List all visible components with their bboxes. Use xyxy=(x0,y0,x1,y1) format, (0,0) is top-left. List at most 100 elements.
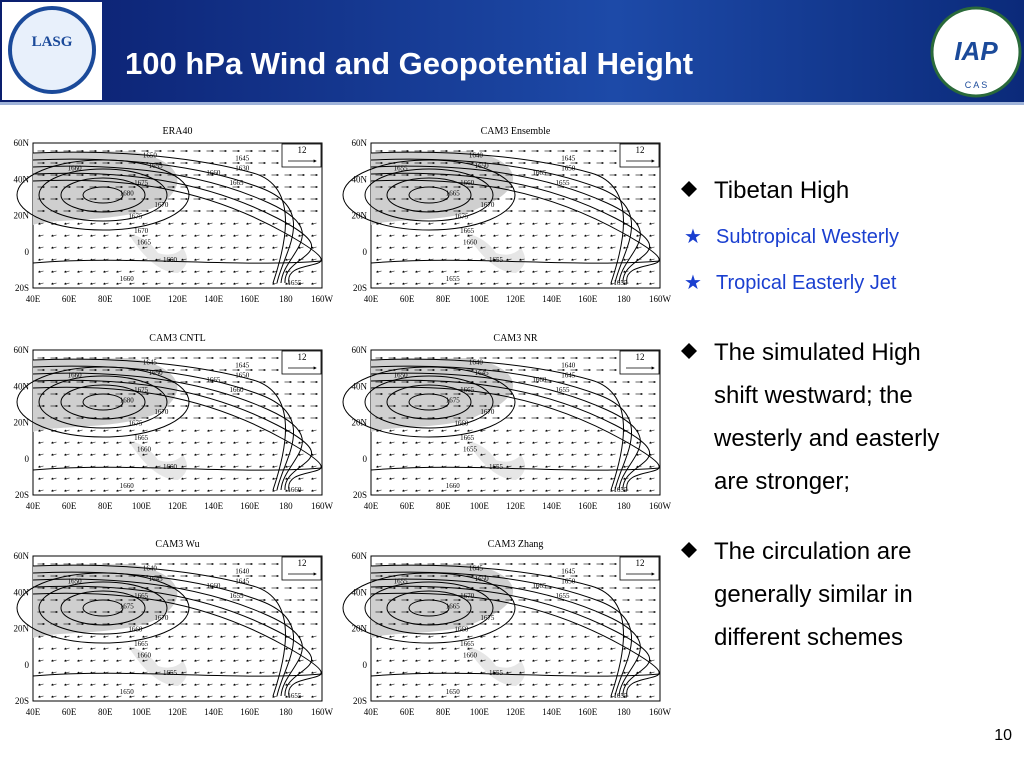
wind-arrow xyxy=(154,234,161,237)
contour-label: 1680 xyxy=(120,396,135,404)
wind-arrow xyxy=(583,465,590,468)
wind-arrow xyxy=(193,234,200,237)
wind-arrow xyxy=(557,635,564,638)
contour-ellipse xyxy=(342,159,516,231)
contour-label: 1665 xyxy=(137,239,152,247)
wind-arrow xyxy=(37,258,44,261)
wind-arrow xyxy=(297,635,304,638)
lat-label: 60N xyxy=(14,551,30,561)
wind-arrow xyxy=(284,683,291,686)
wind-arrow xyxy=(37,441,44,444)
wind-arrow xyxy=(37,465,44,468)
wind-arrow xyxy=(544,441,551,444)
contour-label: 1660 xyxy=(287,486,302,494)
contour-label: 1675 xyxy=(134,386,149,394)
wind-arrow xyxy=(37,270,44,273)
wind-arrow xyxy=(206,222,213,225)
lon-label: 160W xyxy=(649,501,672,511)
wind-arrow xyxy=(102,489,109,492)
wind-arrow xyxy=(76,489,83,492)
wind-arrow xyxy=(583,659,590,662)
wind-arrow xyxy=(466,222,473,225)
wind-arrow xyxy=(206,453,213,456)
wind-arrow xyxy=(102,453,109,456)
contour-line xyxy=(370,571,632,697)
wind-arrow xyxy=(648,489,655,492)
lon-label: 140E xyxy=(542,294,562,304)
contour-ellipse xyxy=(38,168,168,222)
wind-arrow xyxy=(271,465,278,468)
wind-arrow xyxy=(557,489,564,492)
wind-arrow xyxy=(193,465,200,468)
wind-arrow xyxy=(466,270,473,273)
wind-arrow xyxy=(310,683,317,686)
wind-arrow xyxy=(401,465,408,468)
contour-line xyxy=(370,259,661,264)
wind-arrow xyxy=(297,453,304,456)
wind-arrow xyxy=(284,659,291,662)
contour-label: 1655 xyxy=(489,463,504,471)
wind-arrow xyxy=(375,453,382,456)
wind-arrow xyxy=(596,270,603,273)
wind-arrow xyxy=(206,671,213,674)
wind-arrow xyxy=(570,441,577,444)
wind-arrow xyxy=(479,429,486,432)
wind-arrow xyxy=(570,246,577,249)
wind-arrow xyxy=(154,635,161,638)
contour-ellipse xyxy=(364,581,494,635)
wind-arrow xyxy=(310,270,317,273)
wind-arrow xyxy=(492,489,499,492)
wind-arrow xyxy=(310,222,317,225)
wind-arrow xyxy=(219,258,226,261)
wind-arrow xyxy=(453,453,460,456)
wind-arrow xyxy=(258,671,265,674)
wind-arrow xyxy=(258,258,265,261)
wind-arrow xyxy=(310,441,317,444)
wind-arrow xyxy=(284,695,291,698)
wind-arrow xyxy=(479,647,486,650)
wind-arrow xyxy=(531,282,538,285)
contour-label: 1660 xyxy=(460,179,475,187)
contour-label: 1665 xyxy=(532,582,547,590)
lat-label: 20S xyxy=(15,490,29,500)
wind-arrow xyxy=(544,489,551,492)
contour-label: 1655 xyxy=(489,256,504,264)
wind-arrow xyxy=(37,282,44,285)
lon-label: 60E xyxy=(62,707,77,717)
wind-arrow xyxy=(245,246,252,249)
wind-arrow xyxy=(440,477,447,480)
wind-arrow xyxy=(492,477,499,480)
lon-label: 100E xyxy=(470,501,490,511)
wind-arrow xyxy=(141,222,148,225)
lat-label: 20N xyxy=(352,624,368,634)
wind-arrow xyxy=(232,222,239,225)
contour-label: 1640 xyxy=(469,359,484,367)
wind-arrow xyxy=(284,441,291,444)
wind-arrow xyxy=(557,659,564,662)
contour-label: 1660 xyxy=(446,482,461,490)
wind-arrow xyxy=(206,246,213,249)
wind-arrow xyxy=(427,258,434,261)
wind-arrow xyxy=(206,258,213,261)
wind-arrow xyxy=(180,683,187,686)
wind-arrow xyxy=(89,671,96,674)
wind-arrow xyxy=(193,441,200,444)
wind-arrow xyxy=(414,222,421,225)
wind-arrow xyxy=(453,465,460,468)
wind-arrow xyxy=(297,222,304,225)
wind-arrow xyxy=(76,453,83,456)
lat-label: 0 xyxy=(25,454,30,464)
contour-label: 1665 xyxy=(460,386,475,394)
wind-arrow xyxy=(531,635,538,638)
wind-arrow xyxy=(401,453,408,456)
contour-label: 1675 xyxy=(134,179,149,187)
wind-arrow xyxy=(206,683,213,686)
lat-label: 60N xyxy=(14,138,30,148)
lat-label: 40N xyxy=(352,587,368,597)
wind-arrow xyxy=(180,222,187,225)
wind-arrow xyxy=(518,647,525,650)
wind-arrow xyxy=(310,635,317,638)
wind-arrow xyxy=(219,465,226,468)
contour-label: 1665 xyxy=(446,189,461,197)
wind-arrow xyxy=(102,282,109,285)
